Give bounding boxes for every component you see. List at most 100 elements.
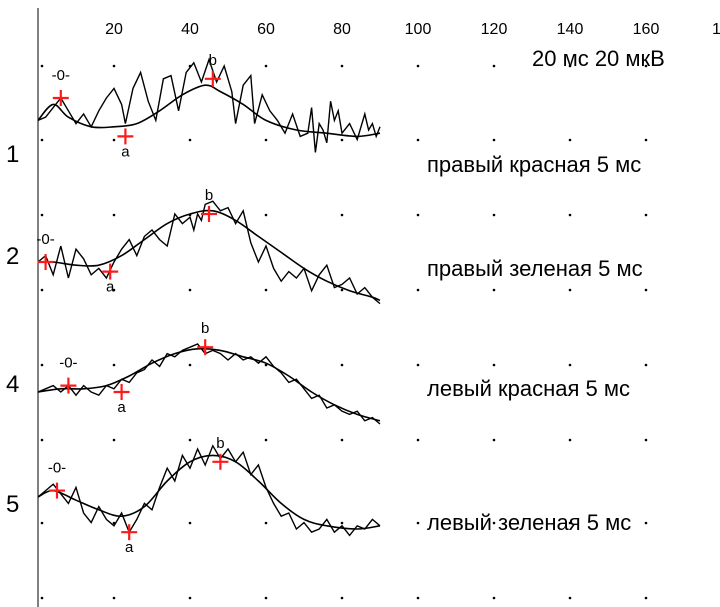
- fitted-curve-line: [37, 454, 381, 530]
- grid-dot: [568, 521, 572, 525]
- grid-dot: [340, 438, 344, 442]
- grid-dot: [644, 521, 648, 525]
- x-tick-label: 20: [105, 21, 123, 38]
- peak-label: -0-: [52, 67, 70, 84]
- grid-dot: [492, 438, 496, 442]
- peak-label: -0-: [36, 231, 54, 248]
- peak-marker: -0-: [36, 231, 55, 270]
- fitted-curve-line: [37, 84, 381, 138]
- trace-label: правый зеленая 5 мс: [427, 256, 643, 281]
- grid-dot: [340, 521, 344, 525]
- x-tick-labels: 20 40 60 80 100 120 140 160 1: [105, 21, 720, 38]
- grid-dot: [264, 138, 268, 142]
- grid-dot: [188, 438, 192, 442]
- fitted-curve-line: [37, 209, 381, 302]
- raw-signal-line: [37, 444, 381, 537]
- grid-dots: [40, 64, 648, 600]
- grid-dot: [340, 138, 344, 142]
- grid-dot: [188, 363, 192, 367]
- grid-dot: [340, 64, 344, 68]
- grid-dot: [40, 363, 44, 367]
- x-tick-label: 100: [405, 21, 432, 38]
- peak-label: b: [216, 435, 224, 452]
- grid-dot: [40, 64, 44, 68]
- peak-label: a: [117, 399, 126, 416]
- trace-number: 1: [6, 141, 19, 168]
- grid-dot: [416, 138, 420, 142]
- peak-label: -0-: [59, 355, 77, 372]
- fitted-curve-line: [37, 347, 381, 422]
- trace-label: правый красная 5 мс: [427, 152, 641, 177]
- grid-dot: [264, 64, 268, 68]
- grid-dot: [568, 288, 572, 292]
- trace-4: -0- a b 4 левый красная 5 мс: [6, 320, 630, 425]
- peak-marker: b: [201, 187, 217, 222]
- grid-dot: [644, 363, 648, 367]
- grid-dot: [112, 64, 116, 68]
- grid-dot: [112, 596, 116, 600]
- grid-dot: [644, 288, 648, 292]
- peak-label: a: [106, 279, 115, 296]
- peak-marker: -0-: [59, 355, 78, 394]
- raw-signal-line: [37, 200, 381, 305]
- grid-dot: [644, 64, 648, 68]
- grid-dot: [492, 521, 496, 525]
- x-tick-label: 120: [481, 21, 508, 38]
- grid-dot: [492, 64, 496, 68]
- grid-dot: [568, 438, 572, 442]
- grid-dot: [416, 438, 420, 442]
- grid-dot: [112, 213, 116, 217]
- peak-marker: a: [121, 524, 138, 556]
- x-tick-label: 40: [181, 21, 199, 38]
- grid-dot: [568, 363, 572, 367]
- peak-marker: b: [197, 320, 214, 356]
- x-tick-label: 160: [633, 21, 660, 38]
- grid-dot: [40, 521, 44, 525]
- peak-marker: b: [212, 435, 229, 470]
- grid-dot: [492, 213, 496, 217]
- grid-dot: [112, 438, 116, 442]
- grid-dot: [40, 596, 44, 600]
- grid-dot: [340, 363, 344, 367]
- trace-label: левый красная 5 мс: [427, 376, 630, 401]
- peak-marker: a: [102, 263, 119, 296]
- peak-label: a: [125, 539, 134, 556]
- peak-label: b: [205, 187, 213, 204]
- raw-signal-line: [37, 57, 381, 153]
- trace-label: левый зеленая 5 мс: [427, 510, 631, 535]
- grid-dot: [340, 288, 344, 292]
- traces: -0- a b 1 правый красная 5 мс -0- a b 2 правый зе…: [6, 52, 643, 556]
- grid-dot: [340, 596, 344, 600]
- x-tick-label-partial: 1: [712, 21, 720, 38]
- peak-label: a: [121, 143, 130, 160]
- grid-dot: [568, 596, 572, 600]
- grid-dot: [416, 521, 420, 525]
- grid-dot: [112, 138, 116, 142]
- peak-marker: a: [113, 384, 130, 416]
- peak-label: b: [201, 320, 209, 337]
- grid-dot: [644, 596, 648, 600]
- x-tick-label: 80: [333, 21, 351, 38]
- trace-5: -0- a b 5 левый зеленая 5 мс: [6, 435, 631, 556]
- grid-dot: [264, 521, 268, 525]
- grid-dot: [188, 521, 192, 525]
- grid-dot: [264, 438, 268, 442]
- peak-label: b: [209, 52, 217, 69]
- scale-label: 20 мс 20 мкВ: [532, 46, 665, 71]
- x-tick-label: 140: [557, 21, 584, 38]
- grid-dot: [568, 138, 572, 142]
- grid-dot: [492, 138, 496, 142]
- grid-dot: [416, 288, 420, 292]
- grid-dot: [40, 138, 44, 142]
- grid-dot: [40, 288, 44, 292]
- trace-1: -0- a b 1 правый красная 5 мс: [6, 52, 641, 177]
- grid-dot: [568, 213, 572, 217]
- peak-label: -0-: [48, 460, 66, 477]
- grid-dot: [264, 213, 268, 217]
- grid-dot: [416, 596, 420, 600]
- peak-marker: b: [204, 52, 221, 87]
- grid-dot: [416, 64, 420, 68]
- x-tick-label: 60: [257, 21, 275, 38]
- trace-number: 4: [6, 371, 19, 398]
- grid-dot: [492, 363, 496, 367]
